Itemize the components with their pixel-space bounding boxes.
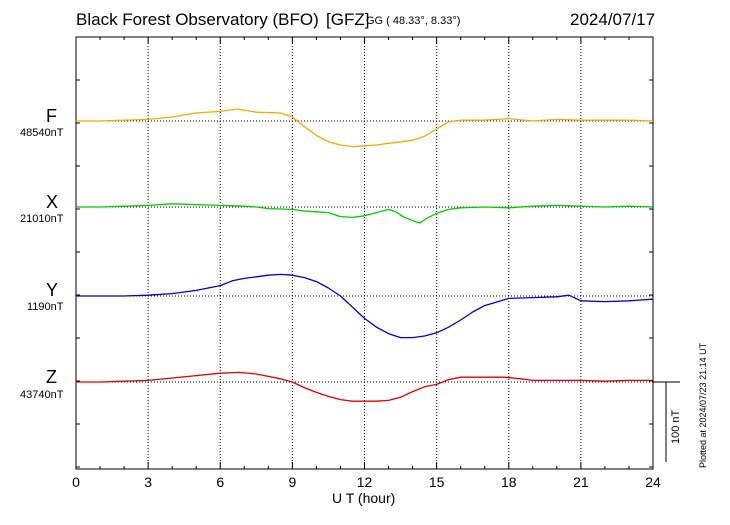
plotted-timestamp: Plotted at 2024/07/23 21:14 UT bbox=[698, 342, 708, 468]
f-baseline-label: 48540nT bbox=[20, 127, 64, 139]
x-component-label: X bbox=[46, 192, 59, 212]
chart-title: Black Forest Observatory (BFO) bbox=[76, 10, 319, 29]
x-tick-label-3: 3 bbox=[144, 474, 152, 490]
x-tick-label-6: 6 bbox=[216, 474, 224, 490]
x-tick-label-0: 0 bbox=[72, 474, 80, 490]
x-tick-label-12: 12 bbox=[357, 474, 373, 490]
x-tick-label-18: 18 bbox=[501, 474, 517, 490]
x-axis-label: U T (hour) bbox=[332, 490, 396, 506]
x-tick-label-15: 15 bbox=[429, 474, 445, 490]
institute-code: [GFZ] bbox=[326, 10, 370, 29]
x-tick-label-24: 24 bbox=[645, 474, 661, 490]
x-tick-label-9: 9 bbox=[288, 474, 296, 490]
series-line-x bbox=[76, 203, 654, 224]
series-line-f bbox=[76, 108, 654, 148]
series-line-z bbox=[76, 371, 653, 402]
chart-date: 2024/07/17 bbox=[570, 10, 656, 29]
x-tick-label-21: 21 bbox=[573, 474, 589, 490]
series-line-y bbox=[76, 273, 654, 339]
z-baseline-label: 43740nT bbox=[20, 389, 64, 401]
z-component-label: Z bbox=[46, 367, 57, 387]
scale-bar-label: 100 nT bbox=[670, 409, 682, 444]
y-baseline-label: 1190nT bbox=[27, 301, 64, 313]
geo-coordinates: GG ( 48.33°, 8.33°) bbox=[366, 15, 461, 27]
x-baseline-label: 21010nT bbox=[20, 213, 64, 225]
f-component-label: F bbox=[46, 106, 57, 126]
y-component-label: Y bbox=[46, 280, 59, 300]
